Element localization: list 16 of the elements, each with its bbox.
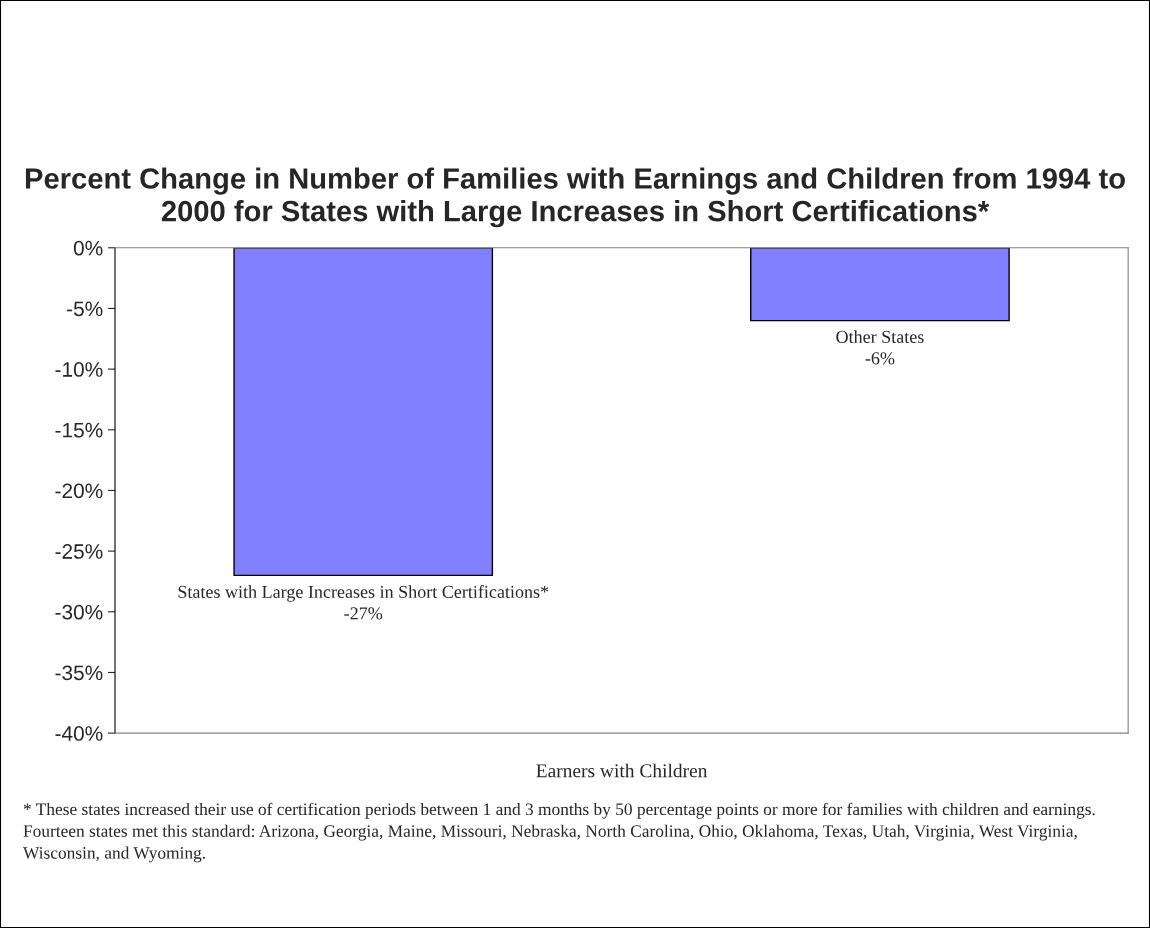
data-label: -27% xyxy=(344,607,383,620)
series-label: Other States xyxy=(836,330,924,343)
x-tick-label: Earners with Children xyxy=(536,763,708,778)
data-label: -6% xyxy=(865,352,895,365)
y-tick-label: -30% xyxy=(55,604,103,620)
y-tick-label: 0% xyxy=(73,240,103,256)
chart-title: Percent Change in Number of Families with Earnings and Children from 1994 to 2000 for States with Large Increases in Short Certifications* xyxy=(25,167,1125,228)
y-tick-label: -25% xyxy=(55,544,103,559)
y-tick-label: -35% xyxy=(55,665,103,681)
y-tick-label: -5% xyxy=(67,301,103,317)
y-tick-label: -10% xyxy=(55,362,103,377)
y-tick-label: -20% xyxy=(55,483,103,499)
series-label: States with Large Increases in Short Certifications* xyxy=(178,585,549,602)
y-tick-label: -40% xyxy=(55,726,103,741)
y-tick-label: -15% xyxy=(55,422,103,438)
text: * These states increased their use of certification periods between 1 and 3 months by 50 percentage points or more for families with children and earnings. Fourteen states met this standard: Arizona, Georgia, Maine, Missouri, Nebraska, North Carolina, Ohio, Oklahoma, Texas, Utah, Virginia, West Virginia, Wisconsin, and Wyoming. xyxy=(23,802,1095,863)
